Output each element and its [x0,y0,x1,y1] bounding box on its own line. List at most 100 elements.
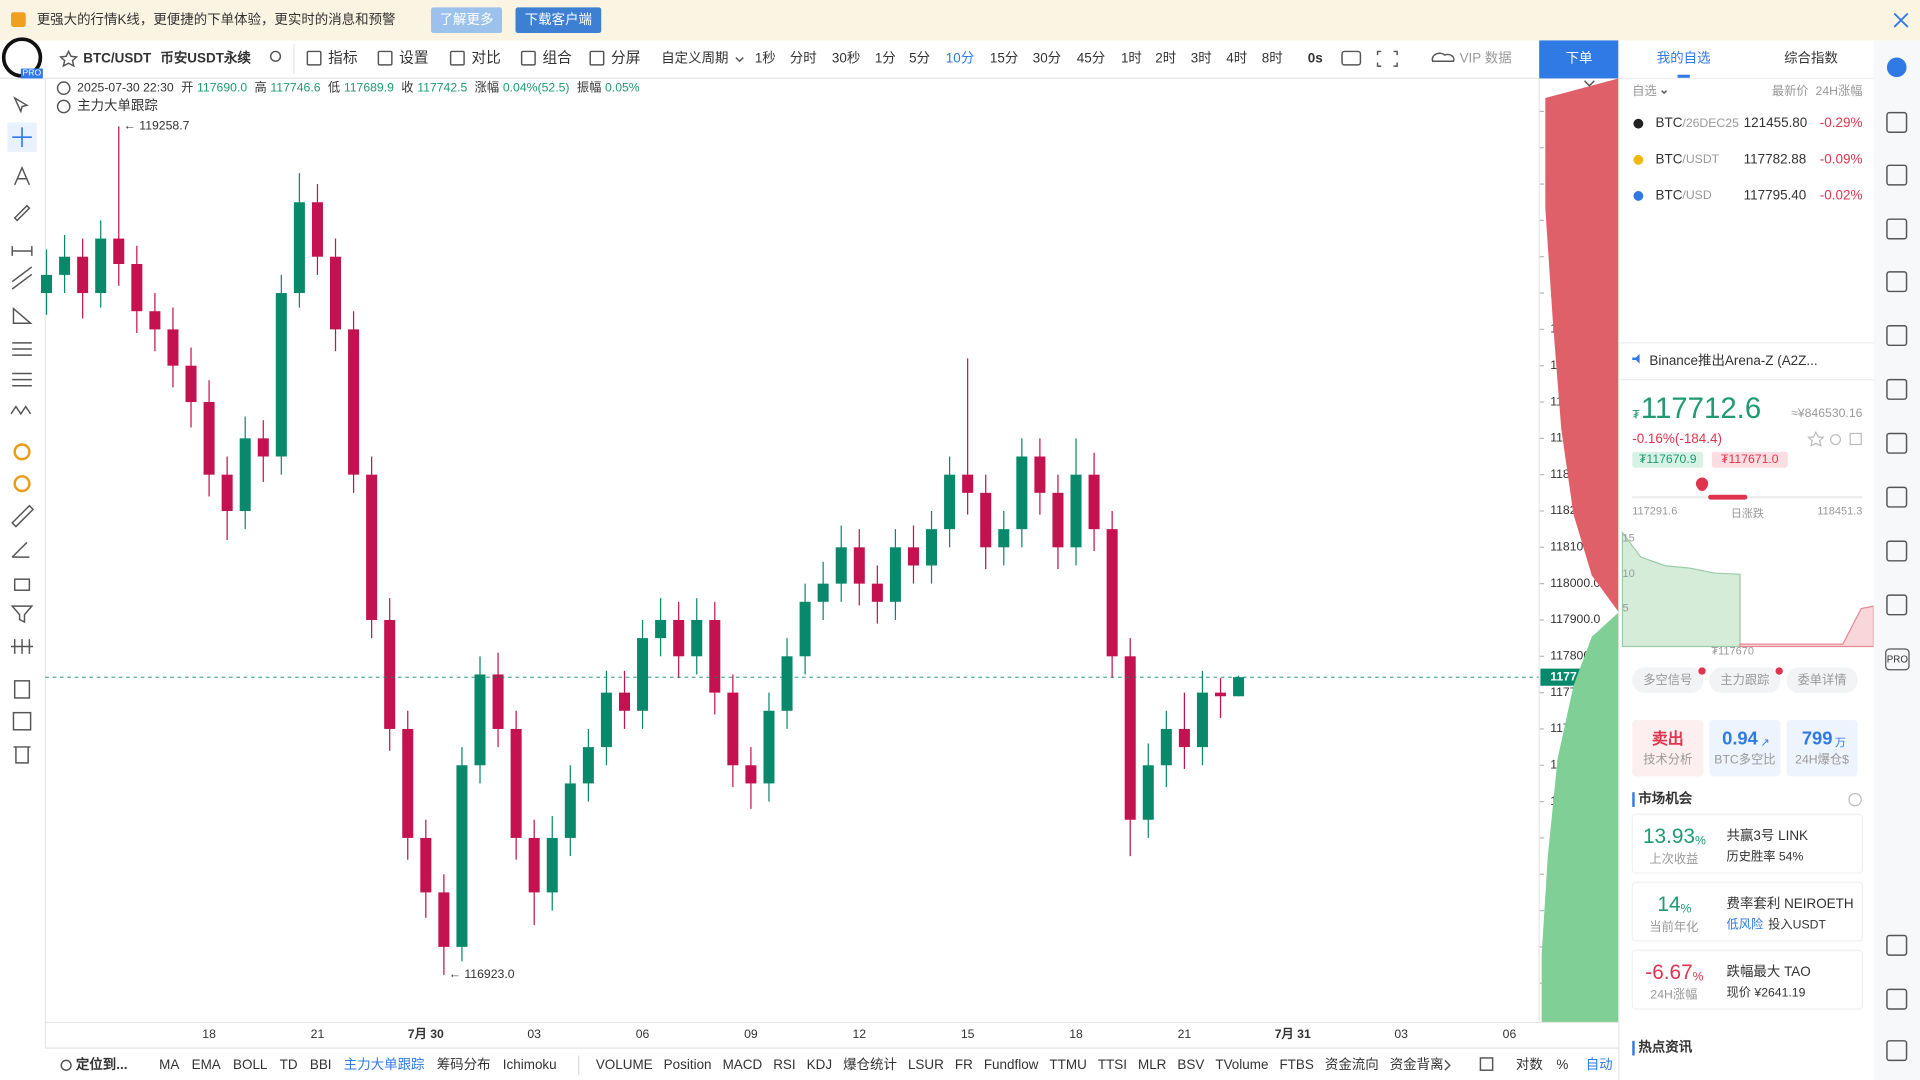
side-icon[interactable] [1886,324,1908,347]
sub-indicator[interactable]: TTMU [1049,1057,1086,1072]
tool[interactable]: 指标 [328,50,358,67]
vip[interactable]: VIP 数据 [1460,50,1512,65]
period[interactable]: 4时 [1226,50,1247,65]
list-group-arrow[interactable] [1661,90,1668,95]
sub-indicator[interactable]: FTBS [1279,1057,1313,1072]
main-indicator[interactable]: BOLL [233,1057,268,1072]
watch-suffix[interactable]: /USDT [1682,152,1719,166]
tool[interactable]: 分屏 [611,50,640,67]
market[interactable]: 币安USDT永续 [160,49,251,65]
ticker-alert[interactable] [1830,434,1842,446]
watch-suffix[interactable]: /USD [1682,188,1711,202]
signal-button[interactable] [1632,667,1704,694]
tool-wave[interactable] [10,405,32,416]
tool-copy[interactable] [13,680,31,699]
sub-indicator[interactable]: TVolume [1215,1057,1268,1072]
tool-edit[interactable] [12,711,32,731]
tool-fib[interactable] [12,342,32,356]
sub-indicator[interactable]: MLR [1138,1057,1167,1072]
main-indicator[interactable]: TD [280,1057,298,1072]
opportunity-card[interactable] [1631,813,1864,874]
main-indicator[interactable]: BBI [310,1057,332,1072]
main-indicator[interactable]: EMA [192,1057,221,1072]
locate-icon[interactable] [60,1059,72,1071]
locate[interactable]: 定位到... [76,1056,128,1072]
period[interactable]: 3时 [1191,50,1212,65]
watch-suffix[interactable]: /26DEC25 [1682,116,1739,130]
side-icon[interactable] [1886,594,1908,616]
axis-collapse[interactable] [1583,80,1595,87]
side-icon[interactable] [1886,540,1908,562]
percent-scale[interactable]: % [1556,1057,1568,1072]
sub-indicator[interactable]: FR [955,1057,973,1072]
screenshot-icon[interactable] [1341,50,1362,66]
sub-indicator[interactable]: 资金流向 [1325,1057,1379,1072]
tool-ruler[interactable] [11,504,35,528]
ticker-more[interactable] [1849,432,1862,446]
period[interactable]: 30秒 [832,50,860,65]
main-indicator[interactable]: 筹码分布 [437,1056,491,1072]
period-menu-arrow[interactable] [735,57,744,63]
side-icon[interactable] [1886,271,1908,293]
pro-icon[interactable] [1885,648,1910,671]
signal-button[interactable] [1786,667,1858,694]
tool-channel[interactable] [11,266,33,290]
vip-icon[interactable] [1431,52,1455,62]
learn-more-button[interactable] [431,7,503,34]
tool-template[interactable] [11,639,34,654]
period[interactable]: 8时 [1262,50,1283,65]
main-indicator[interactable]: 主力大单跟踪 [344,1057,425,1072]
signal-label[interactable]: 委单详情 [1798,672,1847,687]
tool-icon[interactable] [306,50,322,66]
tool-magnet-strong[interactable] [13,475,31,493]
download-button[interactable] [515,7,602,34]
period[interactable]: 5分 [909,50,930,65]
tool-delete[interactable] [13,746,31,764]
tool-magnet[interactable] [13,443,31,461]
tool[interactable]: 组合 [542,50,572,67]
tool-lines[interactable] [12,372,32,387]
side-icon[interactable] [1886,1040,1908,1062]
tool-pen[interactable] [11,541,30,558]
sub-indicator[interactable]: TTSI [1098,1057,1127,1072]
side-icon[interactable] [1886,934,1908,956]
tab-index[interactable]: 综合指数 [1784,50,1838,65]
close-banner[interactable] [1893,12,1909,28]
tool-icon[interactable] [377,50,393,66]
main-indicator[interactable]: Ichimoku [503,1057,557,1072]
icon-home[interactable] [1886,57,1907,78]
period[interactable]: 15分 [990,50,1018,65]
tool-lock[interactable] [13,578,31,591]
sub-indicator[interactable]: Position [664,1057,712,1072]
tool-text[interactable] [14,165,31,186]
news[interactable]: Binance推出Arena-Z (A2Z... [1649,353,1817,368]
search-icon[interactable] [269,50,282,62]
refresh-icon[interactable] [1848,792,1862,807]
period[interactable]: 1秒 [755,50,776,65]
tool-icon[interactable] [589,50,605,66]
sub-indicator[interactable]: 爆仓统计 [843,1057,897,1072]
sub-indicator[interactable]: MACD [723,1057,763,1072]
period[interactable]: 分时 [790,50,817,65]
list-group[interactable]: 自选 [1632,84,1656,98]
watch-symbol[interactable]: BTC [1656,187,1683,202]
scroll-right[interactable] [1444,1059,1451,1071]
edit-indicators[interactable] [1479,1057,1494,1071]
side-icon[interactable] [1886,378,1908,400]
info-toggle[interactable] [56,81,71,96]
side-icon[interactable] [1886,164,1908,186]
period[interactable]: 45分 [1077,50,1105,65]
period-menu[interactable]: 自定义周期 [661,50,728,65]
watch-symbol[interactable]: BTC [1656,151,1683,166]
side-icon[interactable] [1886,486,1908,508]
tab-watchlist[interactable]: 我的自选 [1657,50,1711,65]
signal-button[interactable] [1709,667,1781,694]
opportunity-card[interactable] [1631,881,1864,942]
side-icon[interactable] [1886,988,1908,1010]
sub-indicator[interactable]: 资金背离 [1390,1056,1444,1072]
order-label[interactable]: 下单 [1566,50,1593,65]
sub-indicator[interactable]: BSV [1177,1057,1204,1072]
main-indicator[interactable]: MA [159,1057,179,1072]
tool-icon[interactable] [449,50,465,66]
pro-badge[interactable]: PRO [1887,655,1909,666]
